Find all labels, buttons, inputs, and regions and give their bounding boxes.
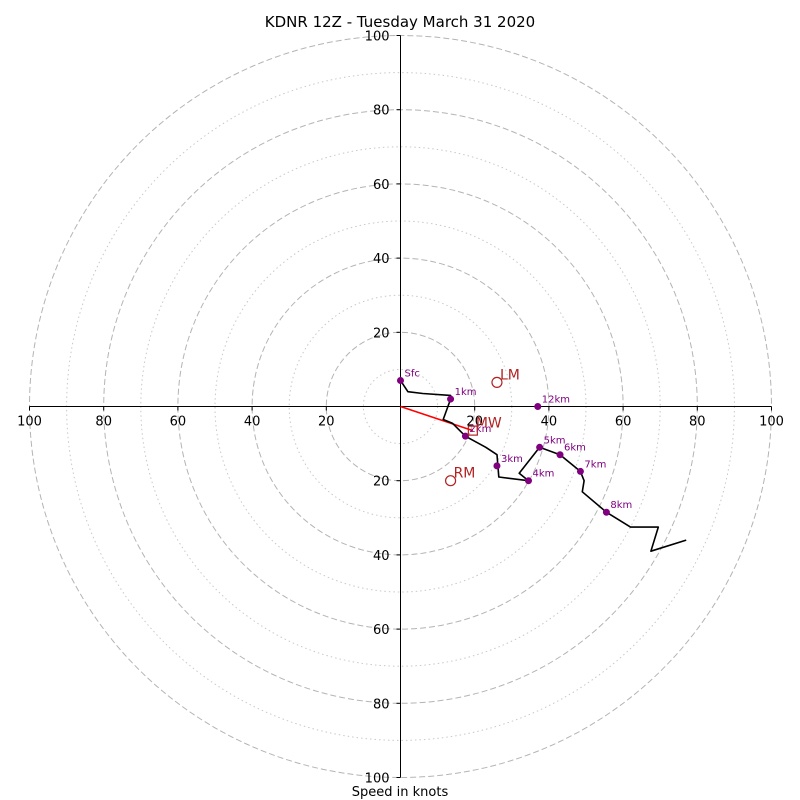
x-tick-label: 80 [689, 415, 706, 430]
level-label: 4km [532, 469, 554, 480]
x-axis-label: Speed in knots [352, 785, 449, 800]
motion-label: MW [476, 416, 502, 432]
level-point [524, 477, 532, 485]
y-tick-label: 60 [373, 178, 390, 193]
x-tick-label: 80 [95, 415, 112, 430]
motion-label: LM [500, 367, 520, 383]
y-tick-label: 100 [365, 30, 390, 45]
level-point [397, 377, 404, 385]
storm-motion-marker [444, 475, 457, 487]
level-label: 6km [564, 443, 586, 454]
level-label: Sfc [405, 369, 420, 380]
level-point [534, 403, 542, 410]
y-tick-label: 20 [373, 326, 390, 341]
motion-label: RM [454, 466, 476, 482]
x-tick-label: 40 [244, 415, 261, 430]
tick-labels: 100 80 60 40 20 20 40 60 80 100100806040202040608… [17, 30, 784, 787]
level-point [602, 508, 610, 516]
level-point [556, 451, 564, 459]
x-tick-label: 60 [170, 415, 187, 430]
level-point [576, 467, 584, 475]
level-label: 2km [469, 424, 491, 435]
y-tick-label: 20 [373, 475, 390, 490]
storm-motion-marker [491, 376, 503, 388]
level-label: 12km [542, 395, 570, 406]
x-tick-label: 100 [17, 415, 42, 430]
level-point [493, 462, 501, 470]
y-tick-label: 40 [373, 549, 390, 564]
y-tick-label: 80 [373, 697, 390, 712]
y-tick-label: 60 [373, 623, 390, 638]
x-tick-label: 20 [318, 415, 335, 430]
chart-title: KDNR 12Z - Tuesday March 31 2020 [265, 13, 535, 31]
y-tick-label: 80 [373, 104, 390, 119]
level-point [536, 443, 544, 451]
x-tick-label: 60 [615, 415, 632, 430]
level-label: 7km [584, 459, 606, 470]
y-tick-label: 100 [365, 772, 390, 787]
mean-wind-marker [467, 425, 478, 436]
level-point [447, 395, 455, 403]
x-tick-label: 40 [541, 415, 558, 430]
x-tick-label: 100 [759, 415, 784, 430]
level-label: 8km [610, 500, 632, 511]
level-label: 3km [501, 454, 523, 465]
level-label: 5km [544, 435, 566, 446]
level-label: 1km [455, 387, 477, 398]
shear-vector-line [400, 405, 474, 432]
level-point [461, 432, 469, 440]
y-tick-label: 40 [373, 252, 390, 267]
